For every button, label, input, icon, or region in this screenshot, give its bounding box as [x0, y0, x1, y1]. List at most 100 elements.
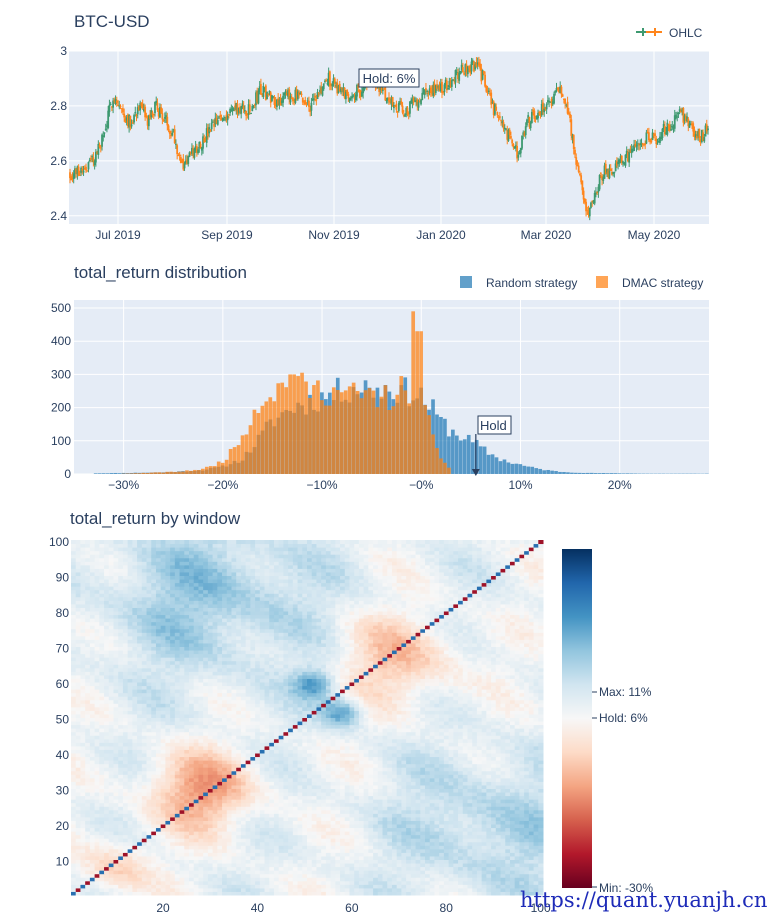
- heatmap-cell[interactable]: [472, 795, 478, 800]
- heatmap-cell[interactable]: [141, 784, 148, 789]
- heatmap-cell[interactable]: [344, 891, 350, 896]
- heatmap-cell[interactable]: [391, 845, 398, 850]
- heatmap-cell[interactable]: [472, 809, 478, 814]
- candle-body[interactable]: [165, 115, 167, 120]
- heatmap-cell[interactable]: [486, 887, 492, 892]
- heatmap-cell[interactable]: [198, 859, 204, 864]
- heatmap-cell[interactable]: [514, 870, 520, 875]
- heatmap-cell[interactable]: [198, 827, 204, 832]
- heatmap-cell[interactable]: [165, 784, 171, 789]
- heatmap-cell[interactable]: [113, 866, 119, 871]
- heatmap-cell[interactable]: [193, 788, 199, 793]
- heatmap-cell[interactable]: [122, 877, 129, 882]
- heatmap-cell[interactable]: [420, 831, 426, 836]
- heatmap-cell[interactable]: [325, 767, 332, 772]
- heatmap-cell[interactable]: [259, 852, 266, 857]
- heatmap-cell[interactable]: [273, 816, 280, 821]
- heatmap-cell[interactable]: [160, 827, 166, 832]
- heatmap-cell[interactable]: [514, 834, 520, 839]
- hist-bar-dmac[interactable]: [149, 472, 154, 474]
- heatmap-cell[interactable]: [307, 866, 313, 871]
- candle-body[interactable]: [559, 86, 562, 93]
- heatmap-cell[interactable]: [236, 795, 242, 800]
- heatmap-cell[interactable]: [434, 799, 440, 804]
- heatmap-cell[interactable]: [198, 813, 204, 818]
- heatmap-cell[interactable]: [325, 838, 332, 843]
- candle-body[interactable]: [397, 102, 400, 111]
- heatmap-cell[interactable]: [170, 884, 176, 889]
- heatmap-cell[interactable]: [358, 816, 365, 821]
- heatmap-cell[interactable]: [434, 877, 440, 882]
- heatmap-cell[interactable]: [373, 770, 379, 775]
- heatmap-cell[interactable]: [245, 813, 251, 818]
- heatmap-cell[interactable]: [311, 813, 317, 818]
- candle-body[interactable]: [439, 83, 442, 92]
- heatmap-cell[interactable]: [240, 813, 247, 818]
- heatmap-cell[interactable]: [292, 845, 299, 850]
- heatmap-cell[interactable]: [358, 788, 365, 793]
- heatmap-cell[interactable]: [151, 792, 157, 797]
- heatmap-cell[interactable]: [122, 841, 129, 846]
- heatmap-cell[interactable]: [358, 770, 365, 775]
- heatmap-cell[interactable]: [458, 774, 464, 779]
- heatmap-cell[interactable]: [330, 816, 336, 821]
- heatmap-cell[interactable]: [170, 792, 176, 797]
- heatmap-cell[interactable]: [155, 831, 162, 836]
- heatmap-cell[interactable]: [519, 809, 525, 814]
- heatmap-cell[interactable]: [458, 784, 464, 789]
- candle-body[interactable]: [154, 101, 156, 114]
- hist-bar-dmac[interactable]: [439, 458, 443, 474]
- heatmap-cell[interactable]: [429, 813, 435, 818]
- candle-body[interactable]: [118, 105, 121, 108]
- heatmap-cell[interactable]: [99, 824, 105, 829]
- heatmap-cell[interactable]: [174, 774, 181, 779]
- heatmap-cell[interactable]: [505, 827, 511, 832]
- heatmap-cell[interactable]: [481, 806, 487, 811]
- heatmap-cell[interactable]: [406, 820, 412, 825]
- heatmap-cell[interactable]: [420, 834, 426, 839]
- heatmap-cell[interactable]: [453, 809, 459, 814]
- heatmap-cell[interactable]: [170, 813, 176, 818]
- heatmap-cell[interactable]: [141, 777, 148, 782]
- heatmap-cell[interactable]: [538, 870, 544, 875]
- heatmap-cell[interactable]: [207, 767, 214, 772]
- heatmap-cell[interactable]: [236, 870, 242, 875]
- candle-body[interactable]: [562, 98, 565, 100]
- heatmap-cell[interactable]: [401, 838, 407, 843]
- heatmap-cell[interactable]: [519, 781, 525, 786]
- candle-body[interactable]: [335, 85, 337, 87]
- candle-body[interactable]: [147, 115, 150, 127]
- heatmap-cell[interactable]: [509, 884, 516, 889]
- heatmap-cell[interactable]: [80, 873, 86, 878]
- heatmap-cell[interactable]: [207, 795, 214, 800]
- heatmap-cell[interactable]: [429, 827, 435, 832]
- heatmap-cell[interactable]: [519, 792, 525, 797]
- heatmap-cell[interactable]: [297, 827, 303, 832]
- heatmap-cell[interactable]: [509, 831, 516, 836]
- heatmap-cell[interactable]: [363, 795, 369, 800]
- heatmap-cell[interactable]: [429, 809, 435, 814]
- heatmap-cell[interactable]: [500, 774, 506, 779]
- heatmap-cell[interactable]: [94, 767, 100, 772]
- heatmap-cell[interactable]: [472, 859, 478, 864]
- heatmap-cell[interactable]: [453, 884, 459, 889]
- heatmap-cell[interactable]: [80, 781, 86, 786]
- heatmap-cell[interactable]: [476, 855, 483, 860]
- heatmap-cell[interactable]: [297, 820, 303, 825]
- heatmap-cell[interactable]: [108, 816, 114, 821]
- heatmap-cell[interactable]: [415, 784, 421, 789]
- heatmap-cell[interactable]: [476, 809, 483, 814]
- heatmap-cell[interactable]: [467, 816, 473, 821]
- heatmap-cell[interactable]: [538, 863, 544, 868]
- heatmap-cell[interactable]: [406, 781, 412, 786]
- heatmap-cell[interactable]: [476, 831, 483, 836]
- heatmap-cell[interactable]: [160, 834, 166, 839]
- heatmap-cell[interactable]: [255, 770, 261, 775]
- heatmap-cell[interactable]: [127, 891, 133, 896]
- heatmap-cell[interactable]: [245, 824, 251, 829]
- heatmap-cell[interactable]: [179, 788, 185, 793]
- candle-body[interactable]: [83, 167, 86, 170]
- candle-body[interactable]: [188, 152, 191, 158]
- heatmap-cell[interactable]: [146, 841, 152, 846]
- candle-body[interactable]: [464, 64, 467, 73]
